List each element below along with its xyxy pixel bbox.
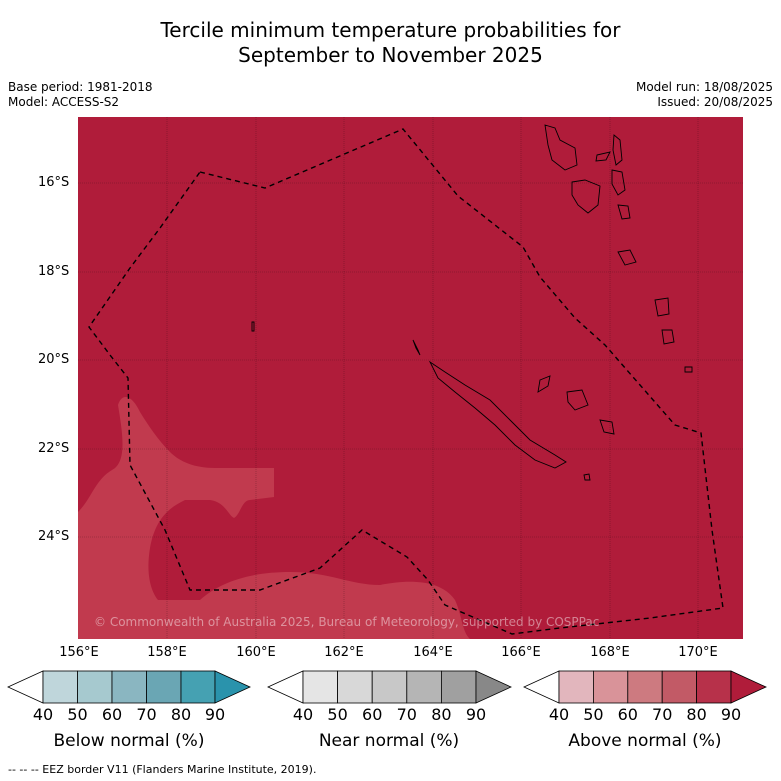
island-belep: [412, 339, 421, 356]
legend-near-tick-50: 50: [327, 705, 348, 724]
legend-near-tick-80: 80: [431, 705, 452, 724]
lon-label-164e: 164°E: [413, 645, 453, 660]
copyright-text: © Commonwealth of Australia 2025, Bureau…: [94, 615, 599, 629]
island-isle-of-pines: [583, 473, 591, 481]
lon-label-156e: 156°E: [59, 645, 99, 660]
legend-above-tick-90: 90: [720, 705, 742, 724]
legend-above-bin-4: [661, 670, 698, 704]
lon-label-162e: 162°E: [324, 645, 364, 660]
island-espiritu-santo: [544, 124, 578, 171]
lat-label-18s: 18°S: [38, 264, 70, 279]
legend-above-tick-40: 40: [548, 705, 570, 724]
graticule: [78, 117, 743, 639]
lon-label-166e: 166°E: [501, 645, 541, 660]
legend-below-min-arrow: [7, 670, 44, 704]
legend-below-bin-4: [146, 670, 182, 704]
map-title: Tercile minimum temperature probabilitie…: [0, 18, 781, 68]
legend-below-title: Below normal (%): [53, 731, 205, 751]
island-efate: [617, 249, 637, 266]
legend-below-max-arrow: [214, 670, 251, 704]
legend-above-bin-3: [627, 670, 663, 704]
legend-below-bin-3: [111, 670, 147, 704]
island-chesterfield: [251, 321, 255, 332]
legend-near-tick-70: 70: [396, 705, 417, 724]
eez-footnote: -- -- -- EEZ border V11 (Flanders Marine…: [8, 763, 317, 776]
probability-region-70-80: [78, 396, 470, 639]
island-tanna: [661, 329, 675, 345]
legend-below-bin-2: [77, 670, 113, 704]
legend-above-bin-2: [593, 670, 629, 704]
island-ambae: [595, 151, 611, 162]
legend-near-bin-3: [371, 670, 408, 704]
legend-near-title: Near normal (%): [318, 731, 460, 751]
lon-label-158e: 158°E: [147, 645, 187, 660]
legend-near-normal: [267, 670, 512, 704]
legend-below-bin-1: [42, 670, 78, 704]
island-maewo: [612, 134, 623, 166]
lon-label-170e: 170°E: [678, 645, 718, 660]
lon-label-160e: 160°E: [236, 645, 276, 660]
base-period: Base period: 1981-2018: [8, 80, 153, 94]
islands: [251, 124, 693, 481]
legend-above-tick-70: 70: [652, 705, 673, 724]
legend-near-bin-2: [337, 670, 373, 704]
title-line-1: Tercile minimum temperature probabilitie…: [160, 18, 621, 42]
island-ouvea: [537, 375, 551, 393]
legend-below-tick-60: 60: [101, 705, 123, 724]
lon-label-168e: 168°E: [590, 645, 630, 660]
legend-above-max-arrow: [730, 670, 767, 704]
legend-above-tick-50: 50: [583, 705, 604, 724]
meta-right: Model run: 18/08/2025 Issued: 20/08/2025: [636, 80, 773, 110]
legend-below-tick-50: 50: [67, 705, 88, 724]
new-caledonia-outline: [428, 360, 567, 469]
island-malakula: [571, 179, 601, 214]
lat-label-16s: 16°S: [38, 175, 70, 190]
title-line-2: September to November 2025: [238, 43, 543, 67]
issued-date: Issued: 20/08/2025: [657, 95, 773, 109]
lat-label-22s: 22°S: [38, 441, 70, 456]
legend-above-bin-5: [696, 670, 732, 704]
lat-label-24s: 24°S: [38, 529, 70, 544]
legend-near-bin-5: [440, 670, 477, 704]
legend-near-tick-90: 90: [465, 705, 487, 724]
legend-below-tick-40: 40: [32, 705, 54, 724]
model-run: Model run: 18/08/2025: [635, 80, 773, 94]
legend-above-title: Above normal (%): [568, 731, 722, 751]
island-aneityum: [684, 366, 693, 373]
map-background: [78, 117, 743, 639]
legend-near-tick-40: 40: [292, 705, 314, 724]
legend-above-min-arrow: [523, 670, 560, 704]
legend-near-max-arrow: [475, 670, 512, 704]
legend-below-normal: [7, 670, 251, 704]
legend-below-tick-70: 70: [136, 705, 157, 724]
island-mare: [599, 419, 615, 435]
model-name: Model: ACCESS-S2: [8, 95, 120, 109]
legend-near-bin-1: [302, 670, 338, 704]
lat-label-20s: 20°S: [38, 352, 70, 367]
legend-near-bin-4: [406, 670, 442, 704]
island-erromango: [654, 297, 670, 317]
legend-near-min-arrow: [267, 670, 304, 704]
island-pentecost: [611, 169, 626, 196]
legend-above-bin-1: [558, 670, 594, 704]
legend-below-tick-90: 90: [204, 705, 226, 724]
eez-border: [88, 128, 724, 635]
legend-below-bin-5: [180, 670, 216, 704]
legend-above-normal: [523, 670, 767, 704]
island-lifou: [566, 389, 589, 411]
legend-below-tick-80: 80: [170, 705, 192, 724]
legend-near-tick-60: 60: [362, 705, 383, 724]
legend-above-tick-60: 60: [617, 705, 638, 724]
meta-left: Base period: 1981-2018 Model: ACCESS-S2: [8, 80, 153, 110]
island-epi: [617, 204, 631, 220]
legend-above-tick-80: 80: [686, 705, 707, 724]
